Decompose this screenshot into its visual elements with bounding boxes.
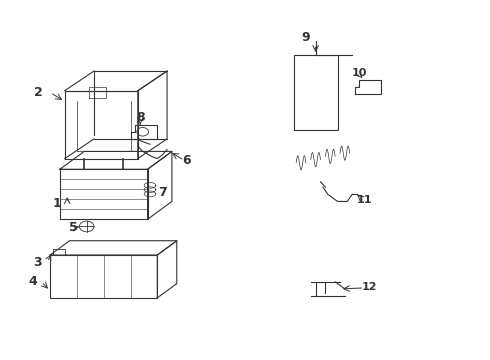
FancyBboxPatch shape (294, 55, 338, 130)
Circle shape (79, 221, 94, 232)
Text: 10: 10 (352, 68, 367, 78)
Circle shape (137, 127, 148, 136)
Text: 4: 4 (29, 275, 37, 288)
Text: 1: 1 (53, 197, 62, 210)
Text: 7: 7 (158, 186, 167, 199)
Text: 12: 12 (362, 282, 377, 292)
Text: 2: 2 (33, 86, 42, 99)
Text: 5: 5 (69, 221, 78, 234)
FancyBboxPatch shape (50, 255, 157, 298)
Text: 3: 3 (34, 256, 42, 269)
Text: 8: 8 (136, 111, 145, 124)
Text: 11: 11 (357, 195, 372, 204)
FancyBboxPatch shape (60, 169, 147, 219)
Text: 9: 9 (301, 31, 310, 44)
Text: 6: 6 (182, 154, 191, 167)
FancyBboxPatch shape (52, 249, 65, 255)
